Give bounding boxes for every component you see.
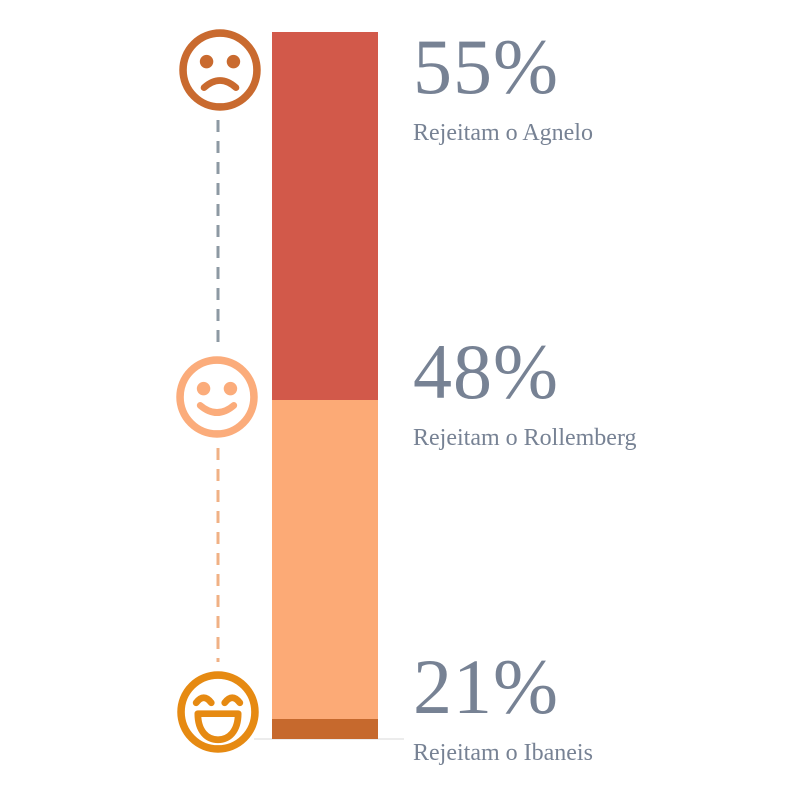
bar-segment-agnelo: [272, 32, 378, 400]
value-label-ibaneis: 21%: [413, 643, 559, 730]
laugh-face-icon: [176, 670, 260, 754]
stacked-bar: [272, 32, 378, 739]
axis-baseline: [254, 738, 404, 740]
sad-face-icon: [178, 28, 262, 112]
caption-agnelo: Rejeitam o Agnelo: [413, 120, 593, 146]
value-label-agnelo: 55%: [413, 23, 559, 110]
bar-segment-ibaneis: [272, 719, 378, 739]
dashed-connector-bottom: [216, 448, 220, 662]
smile-face-icon: [175, 355, 259, 439]
label-group-ibaneis: 21% Rejeitam o Ibaneis: [413, 643, 593, 767]
value-label-rollemberg: 48%: [413, 328, 559, 415]
dashed-connector-top: [216, 120, 220, 342]
label-group-agnelo: 55% Rejeitam o Agnelo: [413, 23, 593, 147]
caption-rollemberg: Rejeitam o Rollemberg: [413, 425, 637, 451]
bar-segment-rollemberg: [272, 400, 378, 719]
caption-ibaneis: Rejeitam o Ibaneis: [413, 740, 593, 766]
label-group-rollemberg: 48% Rejeitam o Rollemberg: [413, 328, 637, 452]
